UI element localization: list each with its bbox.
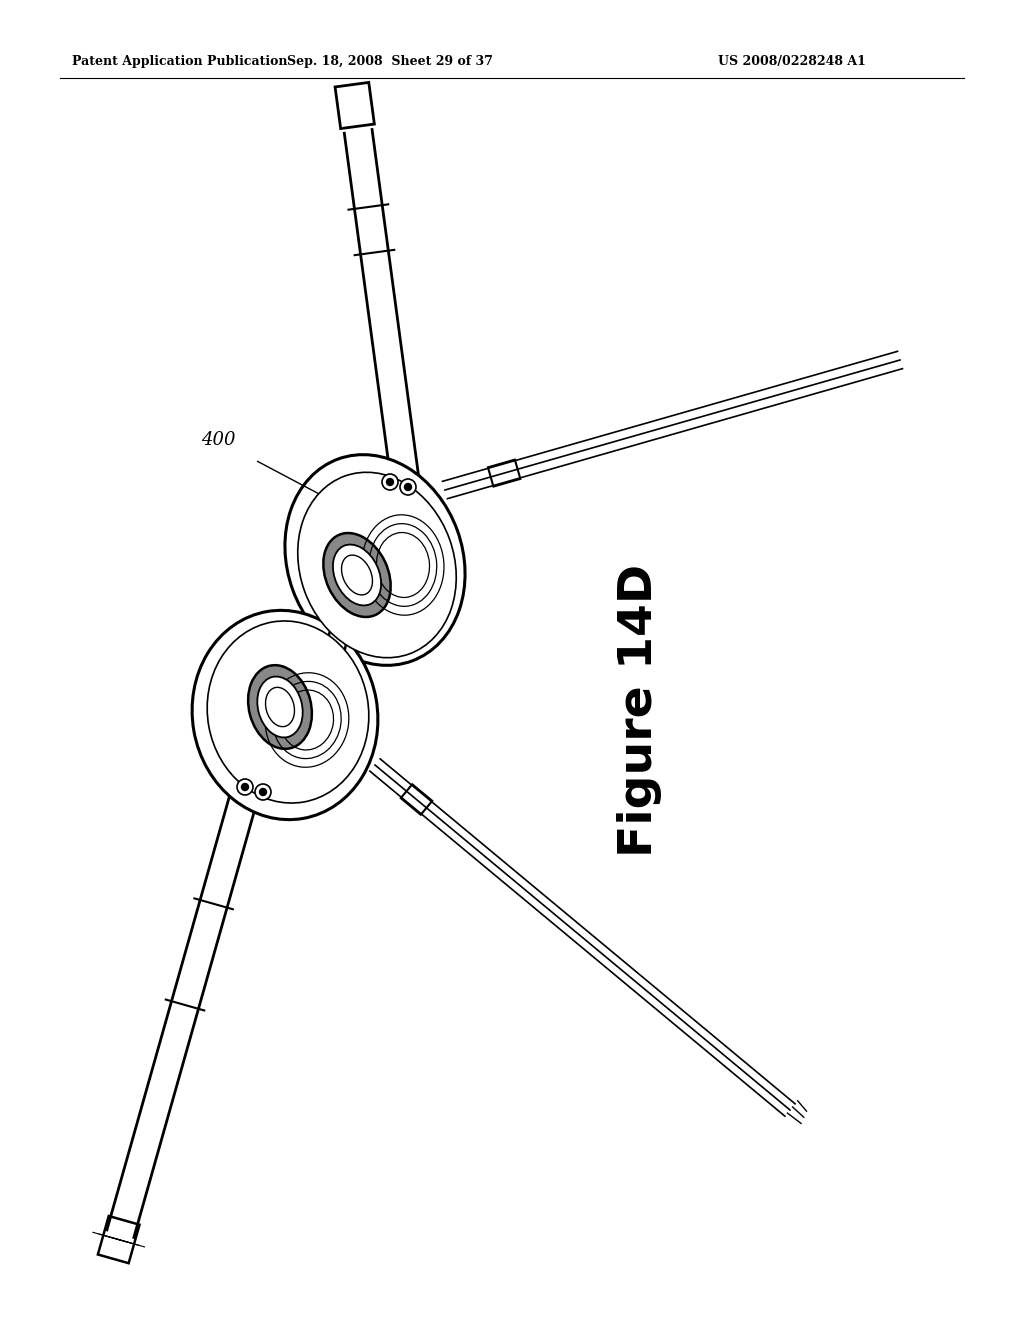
Text: Figure 14D: Figure 14D [617,564,663,857]
Polygon shape [315,609,348,676]
Ellipse shape [342,556,373,595]
Ellipse shape [285,454,465,665]
Text: Patent Application Publication: Patent Application Publication [72,55,288,69]
Circle shape [255,784,271,800]
Ellipse shape [207,620,369,803]
Circle shape [382,474,398,490]
Ellipse shape [333,545,381,606]
Ellipse shape [248,665,312,748]
Text: Sep. 18, 2008  Sheet 29 of 37: Sep. 18, 2008 Sheet 29 of 37 [287,55,493,69]
Circle shape [242,784,249,791]
Polygon shape [335,82,375,128]
Polygon shape [488,459,520,487]
Ellipse shape [265,688,295,726]
Ellipse shape [257,677,303,738]
Ellipse shape [193,610,378,820]
Polygon shape [400,784,432,814]
Ellipse shape [298,473,457,657]
Circle shape [400,479,416,495]
Polygon shape [98,1216,139,1263]
Circle shape [404,483,412,491]
Ellipse shape [324,533,391,616]
Circle shape [237,779,253,795]
Text: 400: 400 [201,432,236,449]
Circle shape [259,788,266,796]
Text: US 2008/0228248 A1: US 2008/0228248 A1 [718,55,866,69]
Circle shape [386,479,393,486]
